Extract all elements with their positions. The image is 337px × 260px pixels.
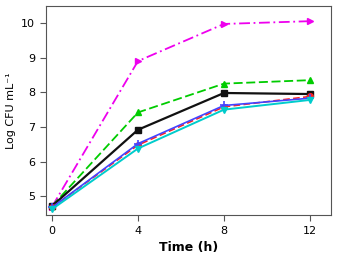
Y-axis label: Log CFU mL⁻¹: Log CFU mL⁻¹ [5,72,16,149]
X-axis label: Time (h): Time (h) [159,242,218,255]
